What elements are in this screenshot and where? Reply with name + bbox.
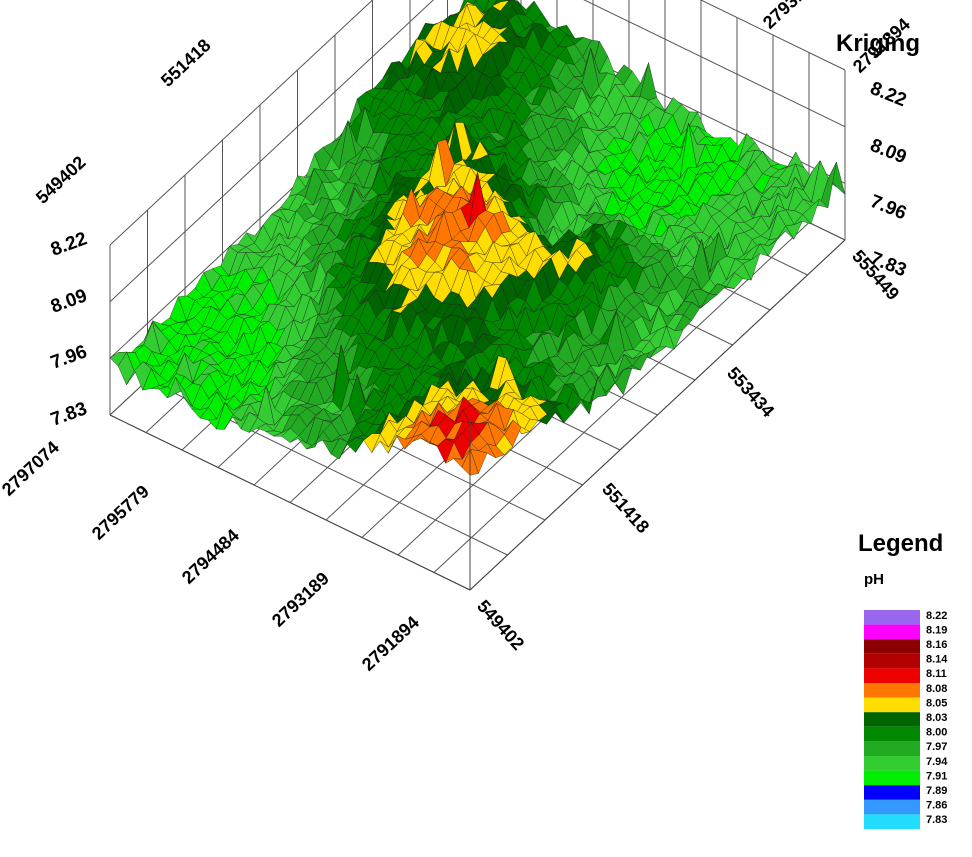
legend-swatch <box>864 653 920 669</box>
legend-swatch <box>864 770 920 786</box>
legend-value-label: 7.94 <box>926 756 948 768</box>
legend-swatch <box>864 814 920 829</box>
legend-value-label: 8.00 <box>926 727 947 739</box>
legend-value-label: 8.22 <box>926 610 947 622</box>
grid-line <box>109 0 846 303</box>
box-front-frame <box>109 239 846 591</box>
chart-title: Kriging <box>836 30 920 57</box>
legend-swatch <box>864 668 920 683</box>
legend-value-label: 8.08 <box>926 683 947 695</box>
legend-value-label: 7.91 <box>926 770 947 782</box>
legend-value-label: 7.83 <box>926 814 947 826</box>
legend-swatch <box>864 639 920 654</box>
legend-value-label: 7.86 <box>926 800 947 812</box>
legend-title: Legend <box>858 530 944 557</box>
grid-line <box>109 0 846 246</box>
legend-swatch <box>864 741 920 756</box>
legend-value-label: 8.03 <box>926 712 947 724</box>
legend-value-label: 8.11 <box>926 668 947 680</box>
legend-swatch <box>864 610 920 625</box>
legend-swatch <box>864 756 920 771</box>
legend-swatch <box>864 799 920 815</box>
legend-value-label: 8.14 <box>926 654 948 666</box>
legend-unit-label: pH <box>864 571 884 588</box>
legend-value-label: 8.16 <box>926 639 947 651</box>
legend-swatch <box>864 683 920 698</box>
legend-value-label: 7.97 <box>926 741 947 753</box>
legend-swatch <box>864 624 920 640</box>
legend-value-label: 8.19 <box>926 624 947 636</box>
legend-swatch <box>864 712 920 727</box>
legend-swatch <box>864 697 920 713</box>
frame-edge <box>109 414 471 591</box>
legend-swatch <box>864 726 920 742</box>
legend-colorbar: 8.22 8.19 8.16 8.14 8.11 8.08 8.05 8.03 8.00 7.97… <box>864 610 948 829</box>
surface-mesh <box>109 0 846 476</box>
legend-value-label: 7.89 <box>926 785 947 797</box>
legend-value-label: 8.05 <box>926 697 947 709</box>
frame-edge <box>469 239 846 591</box>
legend-swatch <box>864 785 920 800</box>
